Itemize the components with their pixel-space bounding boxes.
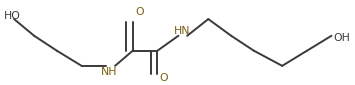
Text: HN: HN — [174, 26, 190, 36]
Text: O: O — [135, 7, 144, 17]
Text: OH: OH — [333, 33, 350, 43]
Text: NH: NH — [101, 67, 117, 77]
Text: HO: HO — [4, 11, 21, 21]
Text: O: O — [160, 73, 168, 83]
